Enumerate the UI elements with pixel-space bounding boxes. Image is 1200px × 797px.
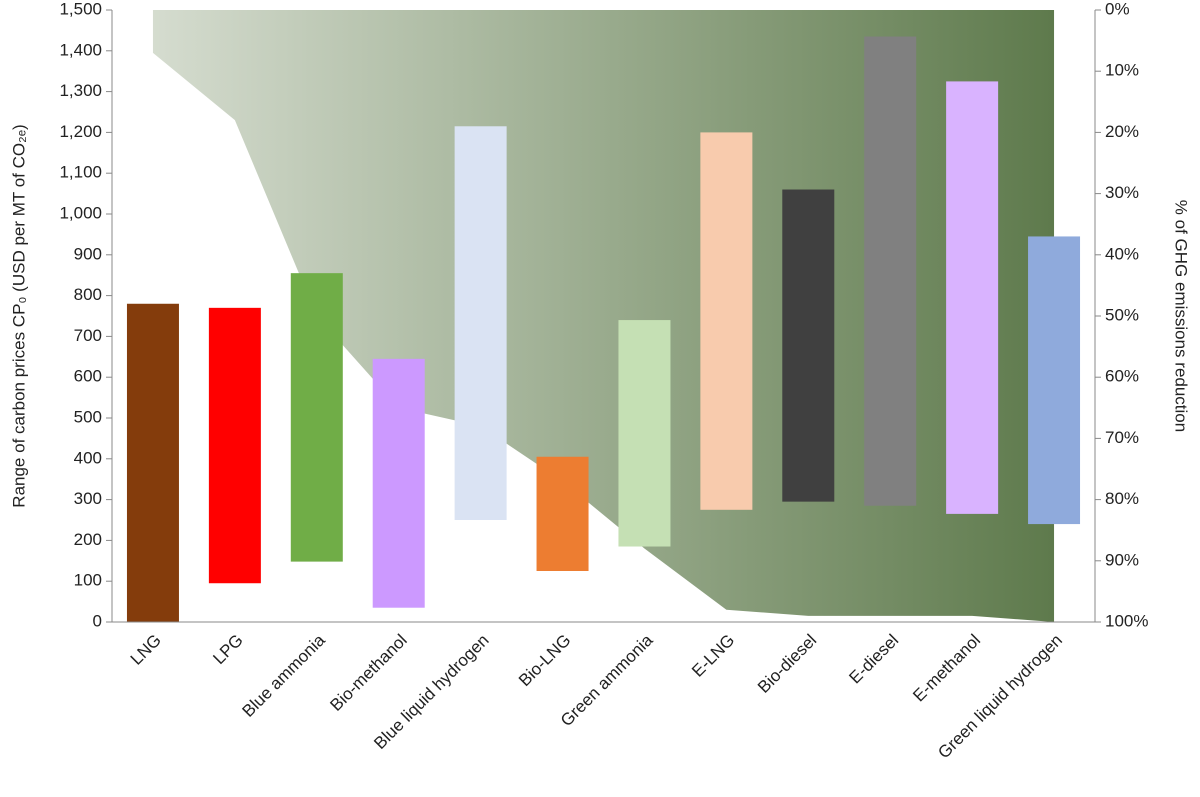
y-tick-label: 700 <box>74 326 102 345</box>
y-tick-label: 1,100 <box>59 163 102 182</box>
y-axis-label: Range of carbon prices CP₀ (USD per MT o… <box>9 124 28 507</box>
y-tick-label: 800 <box>74 285 102 304</box>
y2-tick-label: 90% <box>1105 550 1139 569</box>
reduction-area <box>152 10 1055 622</box>
range-bar <box>208 307 261 584</box>
x-tick-label: LNG <box>127 631 165 669</box>
y-tick-label: 1,200 <box>59 122 102 141</box>
range-bar <box>946 81 999 514</box>
y-tick-label: 0 <box>93 611 102 630</box>
y2-tick-label: 80% <box>1105 489 1139 508</box>
range-bar <box>290 273 343 562</box>
y2-tick-label: 10% <box>1105 61 1139 80</box>
x-tick-label: Blue ammonia <box>239 630 330 721</box>
range-bar <box>454 126 507 520</box>
y2-tick-label: 60% <box>1105 367 1139 386</box>
y-tick-label: 500 <box>74 407 102 426</box>
range-bar <box>864 36 917 506</box>
y2-tick-label: 40% <box>1105 244 1139 263</box>
y-tick-label: 1,000 <box>59 203 102 222</box>
range-bar <box>372 358 425 608</box>
x-tick-label: Bio-diesel <box>754 631 820 697</box>
y2-tick-label: 100% <box>1105 611 1148 630</box>
x-tick-label: E-diesel <box>845 631 902 688</box>
y2-axis-label: % of GHG emissions reduction <box>1172 200 1191 432</box>
range-bar <box>700 132 753 510</box>
x-tick-label: E-LNG <box>688 631 738 681</box>
range-bar <box>1028 236 1081 525</box>
range-bar <box>536 456 589 571</box>
y2-tick-label: 70% <box>1105 428 1139 447</box>
x-tick-label: LPG <box>209 631 246 668</box>
y-tick-label: 200 <box>74 530 102 549</box>
y2-tick-label: 50% <box>1105 305 1139 324</box>
y-tick-label: 1,400 <box>59 40 102 59</box>
range-bar <box>782 189 835 502</box>
x-tick-label: Bio-methanol <box>326 631 410 715</box>
x-tick-label: Bio-LNG <box>515 631 575 691</box>
y-tick-label: 1,500 <box>59 0 102 18</box>
y2-tick-label: 30% <box>1105 183 1139 202</box>
x-tick-label: E-methanol <box>909 631 984 706</box>
y-tick-label: 1,300 <box>59 81 102 100</box>
y-tick-label: 400 <box>74 448 102 467</box>
y2-tick-label: 0% <box>1105 0 1130 18</box>
y-tick-label: 100 <box>74 571 102 590</box>
y-tick-label: 600 <box>74 367 102 386</box>
y-tick-label: 300 <box>74 489 102 508</box>
y-tick-label: 900 <box>74 244 102 263</box>
y2-tick-label: 20% <box>1105 122 1139 141</box>
range-bar <box>126 303 179 622</box>
range-bar <box>618 320 671 547</box>
